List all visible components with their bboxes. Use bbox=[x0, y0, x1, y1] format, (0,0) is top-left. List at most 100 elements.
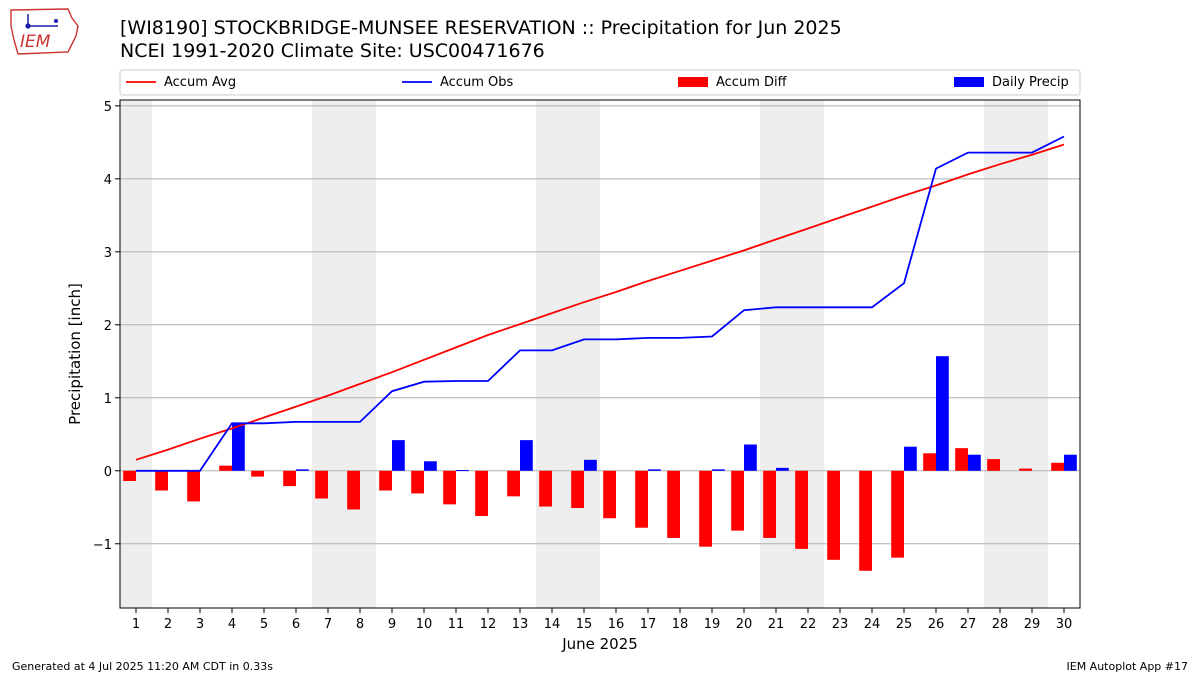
accum-diff-bar bbox=[699, 470, 712, 547]
daily-precip-bar bbox=[648, 469, 661, 471]
accum-diff-bar bbox=[507, 470, 520, 497]
accum-diff-bar bbox=[1051, 462, 1064, 471]
accum-diff-bar bbox=[891, 470, 904, 558]
accum-diff-bar bbox=[923, 453, 936, 471]
accum-obs-line bbox=[136, 135, 1065, 472]
daily-precip-bar bbox=[968, 454, 981, 471]
sensor-dot-icon bbox=[54, 19, 58, 23]
accum-diff-bar bbox=[859, 470, 872, 571]
accum-diff-bar bbox=[827, 470, 840, 560]
weekend-shade-band bbox=[984, 100, 1048, 608]
x-tick-label: 21 bbox=[768, 617, 785, 632]
accum-diff-bar bbox=[1019, 468, 1032, 471]
weekend-shade-band bbox=[120, 100, 152, 608]
x-tick-label: 9 bbox=[388, 617, 396, 632]
daily-precip-bar bbox=[776, 467, 789, 471]
accum-diff-bar bbox=[443, 470, 456, 505]
legend-frame bbox=[119, 69, 1081, 96]
accum-diff-bar bbox=[475, 470, 488, 517]
accum-diff-bar bbox=[987, 459, 1000, 471]
x-axis: 1 2 3 4 5 6 7 8 9 10 11 12 13 14 15 16 17 18 19 20 21 22 23 24 2… bbox=[132, 608, 1072, 632]
accum-diff-bar bbox=[731, 470, 744, 531]
footer-app-text: IEM Autoplot App #17 bbox=[1066, 660, 1189, 673]
daily-precip-bar bbox=[296, 469, 309, 471]
accum-diff-bar bbox=[219, 465, 232, 471]
y-tick-label: 4 bbox=[104, 173, 112, 188]
x-tick-label: 5 bbox=[260, 617, 268, 632]
daily-precip-bar bbox=[904, 446, 917, 471]
accum-diff-bar bbox=[955, 448, 968, 471]
x-tick-label: 4 bbox=[228, 617, 236, 632]
x-tick-label: 20 bbox=[736, 617, 753, 632]
y-tick-label: 2 bbox=[104, 319, 112, 334]
x-tick-label: 27 bbox=[960, 617, 977, 632]
legend-bar-swatch bbox=[678, 77, 708, 87]
x-tick-label: 23 bbox=[832, 617, 849, 632]
accum-diff-bar bbox=[603, 470, 616, 519]
daily-precip-bar bbox=[456, 470, 469, 472]
accum-diff-bar bbox=[251, 470, 264, 477]
anemometer-cup-icon bbox=[25, 23, 31, 29]
daily-precip-bar bbox=[392, 440, 405, 471]
x-tick-label: 16 bbox=[608, 617, 625, 632]
x-tick-label: 29 bbox=[1024, 617, 1041, 632]
accum-diff-bar bbox=[539, 470, 552, 507]
legend-bar-swatch bbox=[954, 77, 984, 87]
x-tick-label: 28 bbox=[992, 617, 1009, 632]
daily-precip-bar bbox=[1064, 454, 1077, 471]
x-tick-label: 19 bbox=[704, 617, 721, 632]
x-tick-label: 11 bbox=[448, 617, 465, 632]
x-tick-label: 17 bbox=[640, 617, 657, 632]
y-tick-label: 5 bbox=[104, 100, 112, 115]
daily-precip-bar bbox=[424, 461, 437, 471]
iem-logo: IEM bbox=[10, 8, 79, 55]
accum-diff-bar bbox=[379, 470, 392, 491]
legend-label: Daily Precip bbox=[992, 75, 1069, 90]
accum-avg-line bbox=[135, 143, 1065, 461]
accum-diff-bar bbox=[315, 470, 328, 499]
x-tick-label: 22 bbox=[800, 617, 817, 632]
accum-diff-bar bbox=[187, 470, 200, 502]
x-tick-label: 6 bbox=[292, 617, 300, 632]
daily-precip-bar bbox=[520, 440, 533, 471]
x-tick-label: 26 bbox=[928, 617, 945, 632]
y-axis: −1 0 1 2 3 4 5 bbox=[93, 100, 120, 553]
legend-label: Accum Avg bbox=[164, 75, 236, 90]
accum-diff-bar bbox=[123, 470, 136, 481]
weekend-shading bbox=[120, 100, 1048, 608]
lines bbox=[135, 135, 1065, 472]
legend: Accum Avg Accum Obs Accum Diff Daily Precip bbox=[119, 69, 1081, 96]
daily-precip-bar bbox=[936, 356, 949, 471]
gridlines bbox=[120, 105, 1080, 545]
chart-subtitle: NCEI 1991-2020 Climate Site: USC00471676 bbox=[120, 40, 545, 62]
accum-diff-bar bbox=[283, 470, 296, 487]
logo-text: IEM bbox=[20, 32, 51, 52]
bars bbox=[123, 356, 1077, 571]
x-tick-label: 24 bbox=[864, 617, 881, 632]
y-axis-label: Precipitation [inch] bbox=[66, 283, 84, 425]
x-tick-label: 10 bbox=[416, 617, 433, 632]
accum-diff-bar bbox=[571, 470, 584, 509]
x-axis-label: June 2025 bbox=[561, 635, 638, 653]
x-tick-label: 3 bbox=[196, 617, 204, 632]
x-tick-label: 2 bbox=[164, 617, 172, 632]
accum-diff-bar bbox=[795, 470, 808, 549]
legend-label: Accum Obs bbox=[440, 75, 513, 90]
x-tick-label: 8 bbox=[356, 617, 364, 632]
x-tick-label: 15 bbox=[576, 617, 593, 632]
weekend-shade-band bbox=[312, 100, 376, 608]
daily-precip-bar bbox=[744, 444, 757, 471]
daily-precip-bar bbox=[584, 459, 597, 471]
x-tick-label: 30 bbox=[1056, 617, 1073, 632]
legend-label: Accum Diff bbox=[716, 75, 788, 90]
y-tick-label: 1 bbox=[104, 392, 112, 407]
y-tick-label: 0 bbox=[104, 465, 112, 480]
x-tick-label: 13 bbox=[512, 617, 529, 632]
accum-diff-bar bbox=[155, 470, 168, 491]
footer-generated-text: Generated at 4 Jul 2025 11:20 AM CDT in … bbox=[12, 660, 273, 673]
x-tick-label: 18 bbox=[672, 617, 689, 632]
y-tick-label: 3 bbox=[104, 246, 112, 261]
accum-diff-bar bbox=[763, 470, 776, 538]
y-tick-label: −1 bbox=[93, 538, 112, 553]
